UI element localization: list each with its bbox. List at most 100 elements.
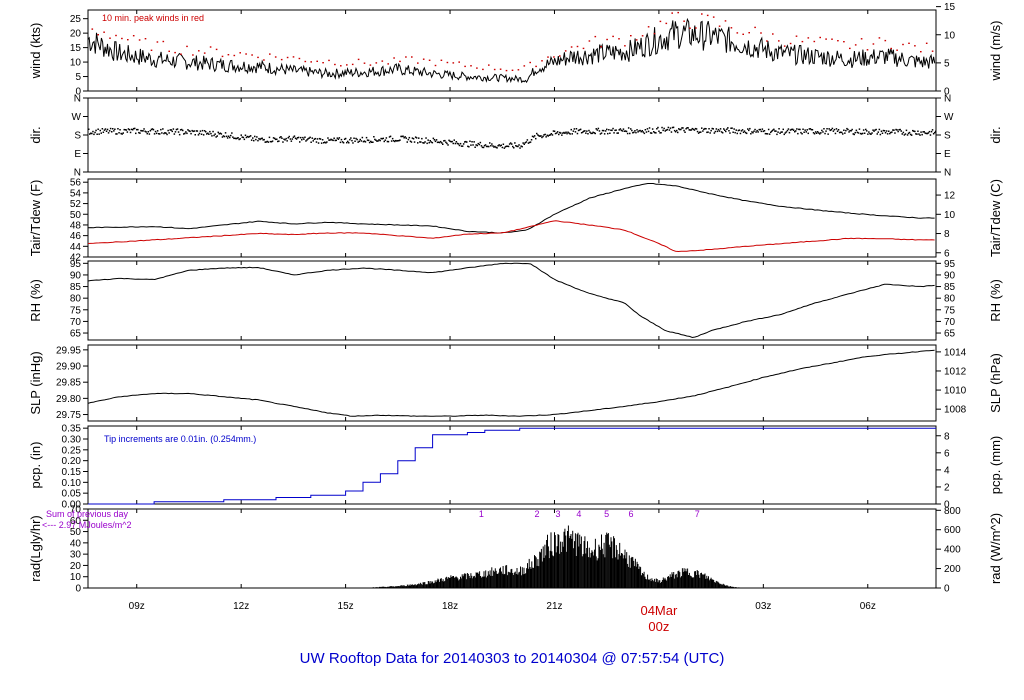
direction-point (167, 129, 169, 132)
direction-point (658, 130, 660, 132)
direction-point (94, 131, 96, 134)
direction-point (744, 131, 747, 134)
direction-point (643, 132, 646, 135)
direction-point (572, 130, 575, 132)
direction-point (366, 139, 369, 141)
direction-point (618, 129, 620, 131)
direction-point (783, 133, 785, 136)
direction-point (583, 130, 585, 132)
left-tick-label: 70 (70, 317, 82, 328)
direction-point (608, 129, 610, 131)
direction-point (576, 132, 579, 135)
direction-point (872, 129, 874, 131)
direction-point (339, 141, 342, 144)
direction-point (269, 140, 272, 143)
direction-point (795, 130, 797, 132)
direction-point (151, 128, 154, 130)
direction-point (189, 130, 191, 133)
peak-wind-point (920, 51, 922, 53)
direction-point (714, 130, 717, 133)
peak-wind-point (387, 63, 389, 65)
peak-wind-point (434, 64, 437, 67)
direction-point (903, 134, 906, 136)
direction-point (570, 128, 572, 131)
direction-point (267, 141, 270, 143)
direction-point (913, 130, 915, 132)
direction-point (566, 132, 568, 135)
direction-point (859, 132, 862, 135)
direction-point (528, 141, 531, 144)
right-tick-label: 80 (944, 294, 956, 305)
right-tick-label: 6 (944, 448, 950, 459)
peak-wind-point (671, 12, 673, 14)
direction-point (429, 140, 431, 142)
direction-point (851, 128, 853, 131)
direction-point (766, 133, 769, 135)
direction-point (748, 129, 750, 132)
direction-point (337, 138, 340, 140)
direction-point (834, 132, 837, 135)
panel-slp: 29.75 29.80 29.85 29.90 29.95 1008 1010 1012 101… (28, 344, 1003, 422)
direction-point (449, 140, 451, 142)
direction-point (724, 129, 726, 131)
peak-wind-point (872, 43, 875, 45)
peak-wind-point (701, 13, 703, 15)
direction-point (809, 128, 812, 130)
direction-point (355, 137, 357, 140)
left-tick-label: 40 (70, 538, 82, 549)
direction-point (667, 126, 670, 129)
right-tick-label: 12 (944, 191, 956, 202)
peak-wind-point (825, 38, 827, 40)
direction-point (201, 129, 204, 132)
direction-point (488, 145, 490, 148)
peak-wind-point (742, 33, 744, 35)
direction-point (93, 133, 95, 136)
direction-point (846, 127, 848, 130)
left-tick-label: 75 (70, 305, 82, 316)
direction-point (317, 142, 320, 144)
direction-point (829, 129, 831, 132)
left-tick-label: 44 (70, 242, 82, 253)
peak-wind-point (162, 40, 165, 43)
direction-point (290, 140, 293, 142)
direction-point (684, 131, 686, 133)
direction-point (131, 129, 134, 131)
direction-point (889, 132, 891, 135)
direction-point (799, 128, 801, 131)
direction-point (752, 132, 754, 134)
peak-wind-point (925, 42, 928, 44)
direction-point (515, 145, 517, 147)
peak-wind-point (369, 64, 372, 66)
direction-point (441, 142, 443, 144)
direction-point (879, 133, 882, 136)
direction-point (433, 139, 436, 141)
direction-point (411, 137, 414, 139)
direction-point (916, 133, 918, 135)
peak-wind-point (499, 68, 502, 70)
direction-point (835, 128, 838, 130)
direction-point (655, 132, 657, 134)
right-tick-label: 600 (944, 525, 961, 536)
direction-point (888, 130, 890, 132)
direction-point (207, 132, 209, 134)
direction-point (327, 137, 329, 139)
direction-point (773, 128, 775, 131)
peak-wind-point (156, 41, 159, 43)
panel-frame (87, 260, 937, 341)
direction-point (707, 131, 709, 133)
direction-point (853, 133, 855, 136)
left-tick-label: 30 (70, 550, 82, 561)
direction-point (91, 132, 93, 135)
direction-point (179, 129, 182, 131)
direction-point (453, 139, 455, 141)
peak-wind-point (215, 48, 218, 51)
direction-point (209, 130, 211, 133)
direction-point (725, 130, 727, 133)
direction-point (417, 142, 419, 144)
peak-wind-point (381, 60, 384, 62)
direction-point (108, 130, 111, 132)
direction-point (100, 132, 102, 134)
direction-point (531, 135, 534, 138)
radiation-sum-note: Sum of previous day (46, 509, 129, 519)
